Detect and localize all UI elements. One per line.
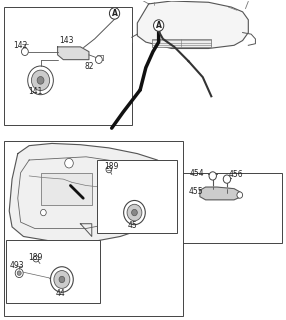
Text: 141: 141: [28, 87, 42, 96]
Circle shape: [110, 8, 120, 19]
Text: 455: 455: [188, 188, 203, 196]
Text: 143: 143: [59, 36, 74, 45]
Circle shape: [33, 256, 39, 262]
Text: A: A: [156, 21, 162, 30]
Circle shape: [237, 192, 243, 198]
Circle shape: [21, 48, 28, 55]
Text: 454: 454: [190, 169, 204, 178]
Polygon shape: [200, 187, 241, 200]
Text: 82: 82: [85, 61, 94, 70]
Text: 44: 44: [55, 289, 65, 298]
Text: 189: 189: [105, 162, 119, 171]
Circle shape: [127, 204, 142, 221]
Circle shape: [124, 200, 145, 225]
Circle shape: [28, 66, 53, 95]
Circle shape: [59, 276, 65, 283]
Circle shape: [223, 175, 231, 183]
Text: 142: 142: [13, 41, 28, 50]
Circle shape: [117, 209, 123, 216]
Bar: [3, 7, 132, 125]
Text: 189: 189: [29, 253, 43, 262]
Text: A: A: [112, 9, 118, 18]
Circle shape: [15, 269, 23, 277]
Circle shape: [132, 209, 137, 216]
Bar: [3, 141, 183, 316]
Circle shape: [54, 270, 70, 288]
Circle shape: [65, 158, 73, 168]
Circle shape: [17, 271, 21, 275]
Circle shape: [31, 70, 50, 91]
Circle shape: [154, 20, 164, 31]
Circle shape: [51, 267, 73, 292]
Text: 493: 493: [9, 261, 24, 270]
Bar: [6, 240, 100, 303]
Bar: [152, 39, 211, 47]
Circle shape: [41, 209, 46, 216]
Circle shape: [37, 76, 44, 84]
Polygon shape: [57, 47, 89, 60]
Polygon shape: [137, 1, 248, 49]
Circle shape: [96, 56, 102, 63]
Bar: [103, 173, 137, 198]
Polygon shape: [9, 143, 177, 243]
Bar: [98, 160, 177, 233]
Text: 456: 456: [229, 170, 243, 179]
Circle shape: [209, 172, 217, 180]
Text: 45: 45: [127, 221, 137, 230]
Circle shape: [111, 164, 118, 172]
Circle shape: [106, 166, 112, 173]
Bar: [180, 173, 283, 243]
Bar: [41, 173, 92, 204]
